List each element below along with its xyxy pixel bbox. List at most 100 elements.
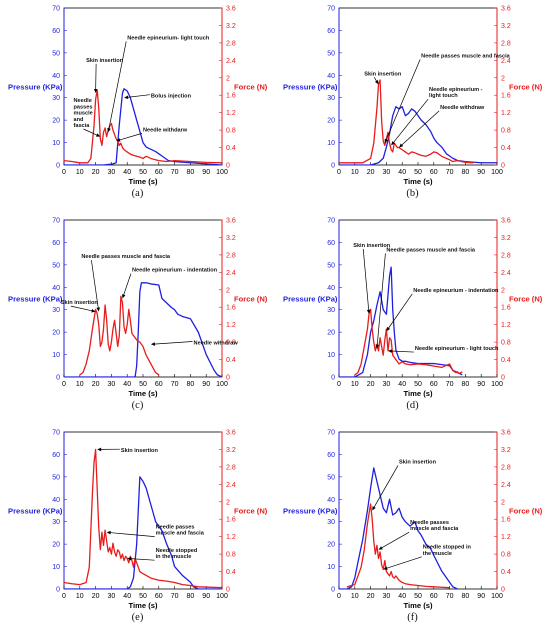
annotation-arrowhead: [372, 506, 376, 511]
x-tick-label: 70: [171, 381, 179, 388]
y-right-tick-label: 0.8: [226, 340, 236, 347]
y-right-tick-label: 0: [501, 587, 505, 594]
x-tick-label: 0: [62, 169, 66, 176]
chart-svg: 0 10 20 30 40 50 60 70 80 90 10001020304050607000.…: [283, 6, 543, 187]
panel-label: (f): [407, 612, 418, 623]
y-right-tick-label: 0.8: [226, 128, 236, 135]
annotation-arrow: [123, 273, 132, 296]
annotation-arrowhead: [91, 308, 96, 313]
annotation-arrowhead: [124, 95, 129, 100]
x-tick-label: 20: [367, 169, 375, 176]
y-right-tick-label: 3.6: [226, 6, 236, 13]
x-tick-label: 100: [216, 593, 228, 600]
x-tick-label: 70: [446, 381, 454, 388]
x-tick-label: 40: [123, 381, 131, 388]
force-series-line: [346, 503, 450, 589]
y-left-tick-label: 60: [327, 28, 335, 35]
y-left-axis-title: Pressure (KPa): [283, 83, 338, 92]
y-left-tick-label: 30: [52, 307, 60, 314]
annotation-arrowhead: [96, 307, 100, 312]
y-right-axis-title: Force (N): [234, 83, 268, 92]
x-axis-title: Time (s): [404, 601, 433, 610]
y-left-tick-label: 10: [327, 352, 335, 359]
x-tick-label: 50: [139, 169, 147, 176]
y-right-tick-label: 2.4: [226, 58, 236, 65]
annotation-label: Skin insertion: [399, 459, 437, 465]
x-tick-label: 50: [414, 169, 422, 176]
y-left-tick-label: 30: [327, 519, 335, 526]
force-series-line: [64, 89, 222, 164]
annotation-arrowhead: [97, 447, 102, 452]
y-left-tick-label: 0: [56, 375, 60, 382]
y-left-axis-title: Pressure (KPa): [283, 295, 338, 304]
y-left-tick-label: 50: [327, 262, 335, 269]
annotation-arrow: [126, 94, 150, 98]
chart-svg: 0 10 20 30 40 50 60 70 80 90 10001020304050607000.…: [8, 430, 268, 611]
y-left-tick-label: 70: [327, 6, 335, 13]
y-right-tick-label: 0: [226, 587, 230, 594]
annotation-arrowhead: [150, 342, 156, 346]
x-tick-label: 50: [139, 593, 147, 600]
y-left-tick-label: 60: [327, 240, 335, 247]
y-left-tick-label: 40: [52, 497, 60, 504]
y-right-tick-label: 1.6: [501, 517, 511, 524]
y-right-tick-label: 1.6: [501, 93, 511, 100]
plot-frame: [63, 431, 223, 590]
x-tick-label: 50: [414, 381, 422, 388]
x-tick-label: 20: [367, 381, 375, 388]
annotation-label: Skin insertion: [86, 58, 124, 64]
y-right-tick-label: 3.6: [501, 430, 511, 437]
chart-svg: 0 10 20 30 40 50 60 70 80 90 10001020304050607000.…: [283, 430, 543, 611]
chart-panel: 0 10 20 30 40 50 60 70 80 90 100 0 10 20 30 40 50 60 70 0 0.…: [0, 0, 275, 212]
chart-panel: 0 10 20 30 40 50 60 70 80 90 100 0 10 20 30 40 50 60 70 0 0.…: [275, 0, 550, 212]
x-tick-label: 90: [477, 593, 485, 600]
y-right-tick-label: 2.4: [226, 482, 236, 489]
annotation-label: Needle epineurium -light touch: [429, 87, 483, 99]
y-right-axis-title: Force (N): [509, 295, 543, 304]
y-right-tick-label: 2.8: [501, 40, 511, 47]
x-tick-label: 80: [462, 593, 470, 600]
annotation-arrow: [387, 293, 413, 329]
annotation-arrow: [70, 305, 93, 312]
y-right-tick-label: 1.6: [226, 517, 236, 524]
x-tick-label: 80: [187, 169, 195, 176]
panel-label: (d): [406, 400, 419, 411]
annotation-label: Needle stopped in the muscle: [423, 545, 472, 557]
y-right-tick-label: 0.4: [226, 357, 236, 364]
annotation-label: Needle passes muscle and fascia: [156, 524, 205, 536]
y-left-tick-label: 40: [327, 73, 335, 80]
x-tick-label: 10: [351, 381, 359, 388]
chart-panel: 0 10 20 30 40 50 60 70 80 90 100 0 10 20 30 40 50 60 70 0 0.…: [0, 212, 275, 424]
y-right-tick-label: 3.6: [501, 6, 511, 13]
annotation-arrowhead: [122, 294, 126, 299]
y-left-tick-label: 0: [331, 587, 335, 594]
annotation-arrow: [401, 110, 440, 146]
y-right-tick-label: 2: [501, 287, 505, 294]
y-left-tick-label: 30: [327, 95, 335, 102]
y-left-tick-label: 30: [327, 307, 335, 314]
y-left-axis-title: Pressure (KPa): [8, 507, 63, 516]
x-axis-title: Time (s): [404, 389, 433, 398]
y-left-tick-label: 0: [331, 163, 335, 170]
x-tick-label: 100: [491, 169, 503, 176]
y-right-axis-title: Force (N): [234, 507, 268, 516]
y-left-tick-label: 50: [327, 50, 335, 57]
y-right-tick-label: 0: [501, 375, 505, 382]
x-tick-label: 70: [446, 593, 454, 600]
y-right-tick-label: 2: [226, 499, 230, 506]
y-left-tick-label: 20: [327, 542, 335, 549]
x-tick-label: 80: [462, 169, 470, 176]
y-right-axis-title: Force (N): [509, 507, 543, 516]
annotation-arrowhead: [391, 141, 396, 146]
annotation-label: Needle passes muscle and fascia: [421, 53, 511, 59]
annotation-label: Needle passes muscle and fascia: [386, 247, 476, 253]
x-tick-label: 10: [76, 169, 84, 176]
x-tick-label: 10: [351, 169, 359, 176]
y-right-tick-label: 2: [501, 75, 505, 82]
pressure-series-line: [339, 266, 463, 377]
y-right-tick-label: 2.8: [501, 252, 511, 259]
annotation-arrowhead: [383, 566, 388, 570]
y-right-tick-label: 0: [226, 163, 230, 170]
pressure-series-line: [64, 476, 222, 589]
